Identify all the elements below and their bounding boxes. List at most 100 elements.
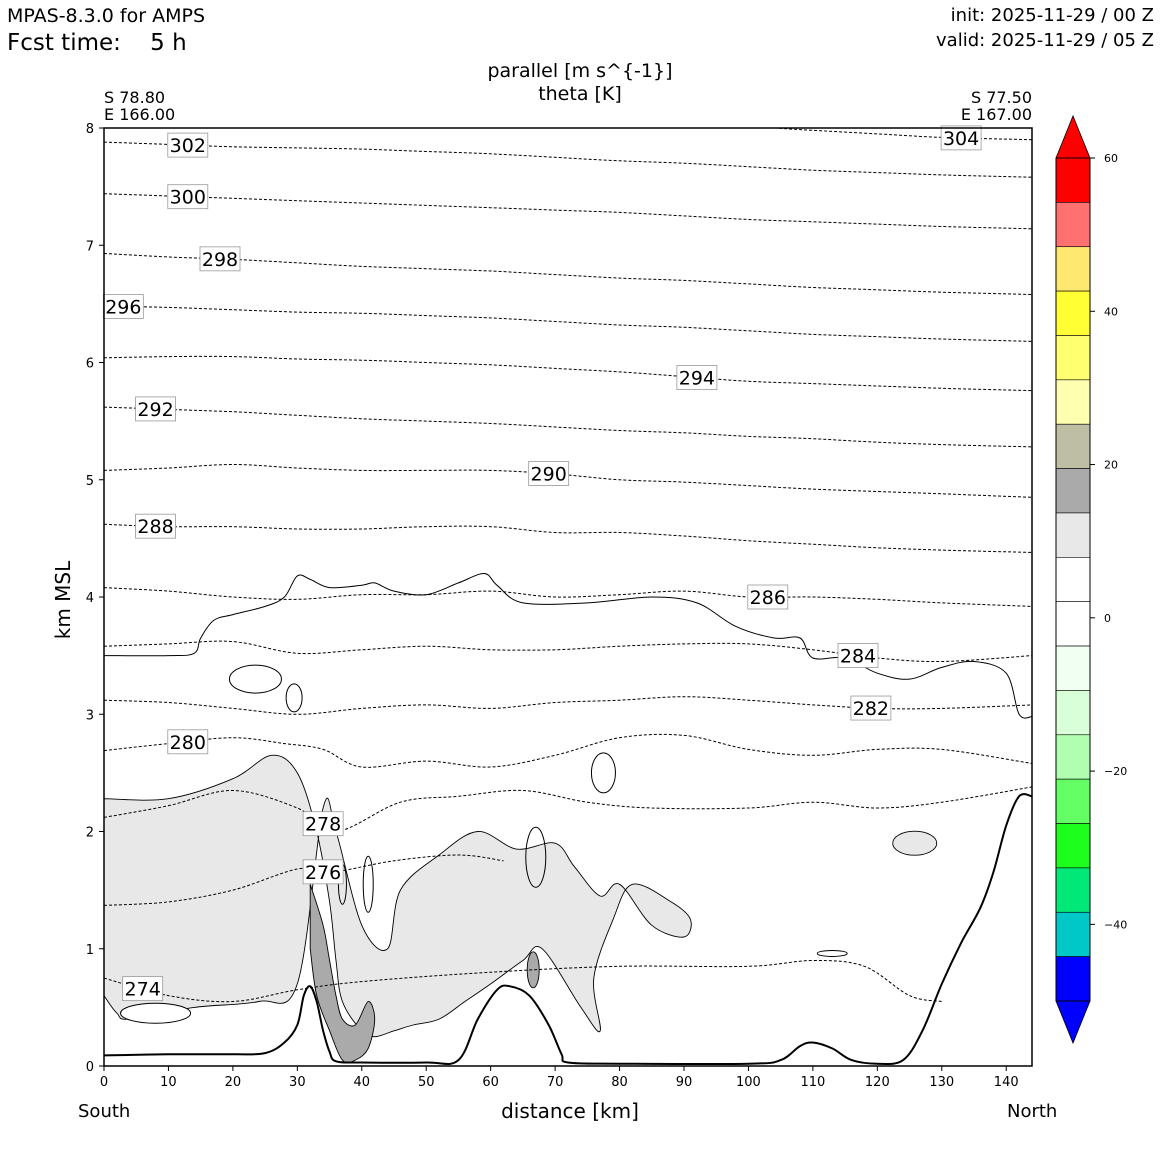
contour-label-box [940,125,982,151]
left-lon: E 166.00 [104,105,176,124]
field-title-theta: theta [K] [538,83,622,105]
right-lon: E 167.00 [960,105,1032,124]
theta-contour-298 [103,253,1033,295]
contour-label-box [302,811,344,837]
x-tick-label: 100 [736,1075,761,1090]
contour-label-box [167,184,209,210]
theta-contour-282 [103,696,1033,715]
valid-time: valid: 2025-11-29 / 05 Z [936,30,1154,51]
y-tick-label: 8 [86,122,94,137]
wind-shading-light-small [892,830,938,856]
x-axis-label: distance [km] [501,1099,639,1123]
theta-contour-304 [774,127,1033,141]
init-time: init: 2025-11-29 / 00 Z [950,5,1154,26]
colorbar-bin [1055,246,1091,292]
contour-label-274: 274 [125,979,161,1001]
colorbar-bin [1055,335,1091,381]
colorbar-bin [1055,911,1091,957]
contour-labels-layer: 274 276 278 280 282 284 286 288 290 292 294 296 298 3… [102,125,982,1002]
colorbar-tick-label: 20 [1104,459,1118,472]
theta-contour-288 [103,523,1033,553]
wind-zero-contour [103,572,1033,719]
contour-label-box [199,246,241,272]
x-tick-label: 90 [676,1075,693,1090]
contour-label-group: 304 [940,125,982,151]
colorbar-bin [1055,645,1091,691]
wind-shading-dark-small [526,951,540,989]
theta-contour-294 [103,355,1033,392]
contour-label-box [850,695,892,721]
colorbar-tick-label: 0 [1104,612,1111,625]
theta-contour-286 [103,587,1033,607]
left-endpoint: S 78.80 E 166.00 [104,89,175,123]
theta-contour-280 [103,733,1033,768]
colorbar-bottom-arrow [1055,1000,1091,1045]
field-title-parallel: parallel [m s^{-1}] [487,60,673,82]
wind-contour-closed [590,752,616,794]
y-tick-label: 6 [86,357,94,372]
x-tick-label: 20 [225,1075,242,1090]
wind-contour-closed [362,855,374,913]
x-tick-label: 120 [865,1075,890,1090]
colorbar-bin [1055,468,1091,514]
y-tick-label: 3 [86,708,94,723]
contour-label-group: 300 [167,184,209,210]
south-label: South [78,1101,131,1122]
terrain-layer [103,793,1033,1066]
axes-layer: 0 10 20 30 40 50 60 70 80 90 100 110 120 130 140 0 1 2 3 4 5… [86,122,1033,1090]
contour-label-group: 298 [199,246,241,272]
theta-contour-278 [103,786,1033,833]
wind-shading-layer [103,754,938,1064]
contour-label-304: 304 [943,128,979,150]
x-tick-label: 60 [482,1075,499,1090]
wind-contour-closed [120,1002,192,1024]
contour-label-290: 290 [531,464,567,486]
colorbar-bin [1055,823,1091,869]
contour-label-group: 286 [747,584,789,610]
contour-label-box [135,396,176,422]
contour-label-276: 276 [305,862,341,884]
contour-label-box [747,584,789,610]
colorbar-bin [1055,423,1091,469]
colorbar-bin [1055,379,1091,425]
colorbar-bin [1055,778,1091,824]
contour-label-box [528,461,570,486]
contour-label-282: 282 [853,698,889,720]
colorbar-tick-label: 40 [1104,305,1118,318]
right-lat: S 77.50 [970,88,1032,107]
colorbar-bin [1055,690,1091,736]
contour-label-group: 278 [302,811,344,837]
contour-label-box [167,729,209,755]
y-tick-label: 5 [86,474,94,489]
x-tick-label: 30 [289,1075,306,1090]
theta-contour-284 [103,640,1033,663]
contour-label-group: 274 [122,976,164,1002]
contour-label-288: 288 [137,516,173,538]
theta-contour-302 [103,141,1033,178]
colorbar-bin [1055,557,1091,602]
colorbar-bin [1055,512,1091,558]
theta-contour-292 [103,406,1033,448]
colorbar-tick-label: −20 [1104,765,1127,778]
contour-label-298: 298 [202,249,238,271]
x-tick-label: 110 [800,1075,825,1090]
colorbar-bin [1055,601,1091,647]
contour-label-box [676,365,718,390]
contour-label-box [167,132,209,158]
contour-label-296: 296 [105,297,141,319]
contour-label-294: 294 [679,368,715,390]
x-tick-label: 40 [354,1075,371,1090]
x-tick-label: 130 [929,1075,954,1090]
colorbar-bin [1055,956,1091,1002]
colorbar-bin [1055,867,1091,913]
right-endpoint: S 77.50 E 167.00 [932,89,1032,123]
x-tick-label: 70 [547,1075,564,1090]
contour-label-group: 294 [676,365,718,390]
contour-label-group: 296 [102,294,144,319]
left-lat: S 78.80 [104,88,166,107]
theta-contours-layer [103,127,1033,1003]
colorbar: 60 40 20 0 −20 −40 [1055,114,1127,1045]
contour-label-group: 292 [135,396,176,422]
contour-label-302: 302 [170,135,206,157]
